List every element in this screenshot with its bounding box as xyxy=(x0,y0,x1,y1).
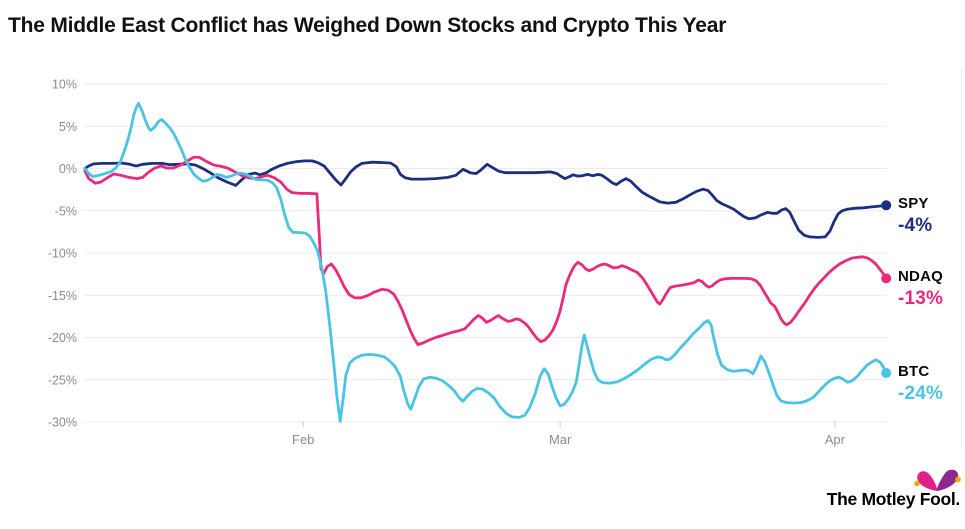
y-tick-label: 5% xyxy=(59,120,77,134)
series-line-ndaq xyxy=(83,155,888,347)
jester-cap-icon xyxy=(914,469,961,491)
y-tick-label: -20% xyxy=(48,331,77,345)
y-tick-label: 0% xyxy=(59,162,77,176)
series-endpoint-ndaq xyxy=(881,273,892,284)
chart-title: The Middle East Conflict has Weighed Dow… xyxy=(8,14,727,37)
series-endpoint-btc xyxy=(881,368,892,378)
x-tick-label: Apr xyxy=(825,432,846,447)
series-line-spy xyxy=(83,159,888,239)
cap-right-lobe xyxy=(936,469,959,491)
cap-left-lobe xyxy=(917,471,938,491)
y-tick-label: -10% xyxy=(48,247,77,261)
series-endpoint-spy xyxy=(881,200,892,211)
motley-fool-logo: The Motley Fool. xyxy=(826,469,961,510)
cap-bell-right xyxy=(955,476,961,483)
y-tick-label: 10% xyxy=(52,78,77,92)
y-tick-label: -30% xyxy=(48,416,77,430)
y-tick-label: -15% xyxy=(48,289,77,303)
logo-text: The Motley Fool. xyxy=(826,489,961,509)
x-tick-label: Mar xyxy=(549,432,572,447)
y-tick-label: -25% xyxy=(48,373,77,387)
x-tick-label: Feb xyxy=(292,432,314,447)
series-line-btc xyxy=(83,102,888,423)
cap-bell-left xyxy=(914,480,920,487)
y-tick-label: -5% xyxy=(55,204,77,218)
